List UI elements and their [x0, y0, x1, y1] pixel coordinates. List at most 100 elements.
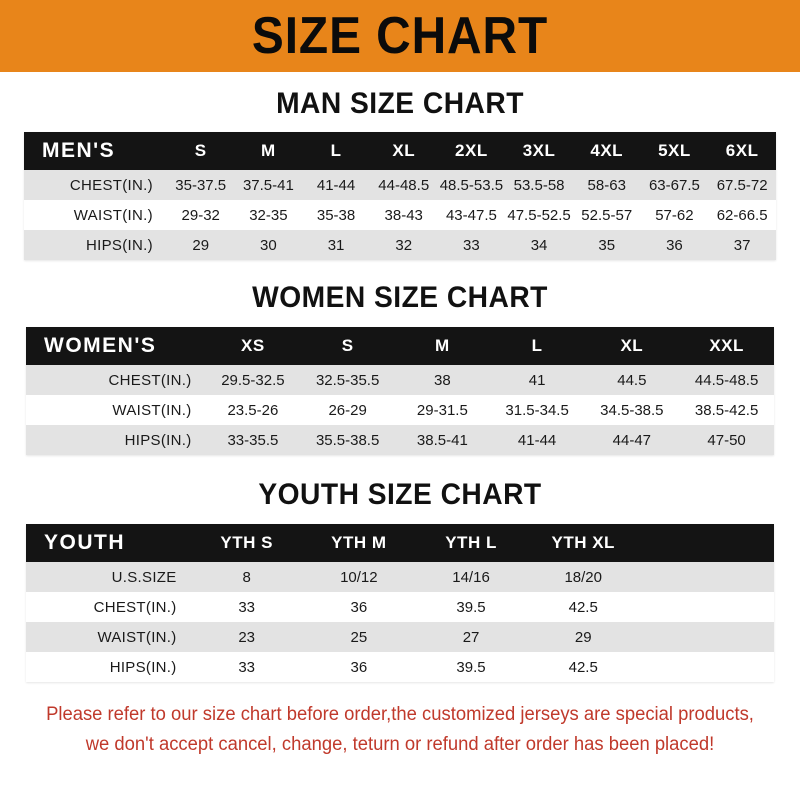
table-row: WAIST(IN.) 23.5-26 26-29 29-31.5 31.5-34.5 34… — [26, 395, 774, 425]
men-column-header: XL — [392, 141, 416, 160]
women-cell: 41 — [528, 371, 546, 389]
women-row-label: HIPS(IN.) — [124, 431, 192, 449]
youth-cell: 29 — [574, 628, 592, 646]
men-column-header: S — [194, 141, 207, 160]
youth-column-header: YTH XL — [551, 533, 615, 552]
youth-cell: 39.5 — [456, 598, 486, 616]
youth-table-wrapper: YOUTH YTH S YTH M YTH L YTH XL U.S.SIZE 8 10/12… — [26, 524, 774, 682]
women-header-label: WOMEN'S — [44, 334, 157, 357]
women-table-wrapper: WOMEN'S XS S M L XL XXL CHEST(IN.) 29.5-32.5 32.5… — [26, 327, 774, 455]
youth-row-label: WAIST(IN.) — [97, 628, 177, 646]
men-cell: 33 — [463, 236, 480, 254]
men-cell: 35-38 — [316, 206, 356, 224]
youth-header-label: YOUTH — [44, 531, 125, 554]
men-header-label: MEN'S — [42, 139, 116, 162]
youth-cell: 36 — [350, 658, 368, 676]
women-row-label: CHEST(IN.) — [108, 371, 192, 389]
women-cell: 33-35.5 — [227, 431, 279, 449]
men-column-header: 2XL — [455, 141, 488, 160]
men-column-header: M — [261, 141, 276, 160]
men-cell: 58-63 — [587, 176, 626, 194]
youth-cell: 18/20 — [564, 568, 602, 586]
men-header-row: MEN'S S M L XL 2XL 3XL 4XL 5XL 6XL — [24, 132, 776, 170]
men-cell: 35-37.5 — [175, 176, 227, 194]
women-cell: 41-44 — [517, 431, 557, 449]
youth-cell: 27 — [462, 628, 480, 646]
table-row: HIPS(IN.) 33 36 39.5 42.5 — [26, 652, 774, 682]
footer-notice: Please refer to our size chart before or… — [27, 700, 774, 760]
men-cell: 63-67.5 — [648, 176, 700, 194]
youth-cell: 42.5 — [568, 658, 598, 676]
youth-row-spacer — [639, 562, 774, 592]
men-cell: 30 — [260, 236, 277, 254]
men-cell: 34 — [530, 236, 548, 254]
men-row-label: HIPS(IN.) — [86, 236, 153, 254]
table-row: WAIST(IN.) 23 25 27 29 — [26, 622, 774, 652]
youth-cell: 25 — [350, 628, 368, 646]
men-cell: 31 — [327, 236, 345, 254]
youth-column-header: YTH L — [445, 533, 497, 552]
women-cell: 35.5-38.5 — [315, 431, 380, 449]
youth-row-spacer — [639, 652, 774, 682]
men-size-table: MEN'S S M L XL 2XL 3XL 4XL 5XL 6XL CHEST(IN.) 35-37… — [24, 132, 776, 260]
men-cell: 35 — [598, 236, 616, 254]
footer-notice-line-1: Please refer to our size chart before or… — [46, 704, 754, 725]
women-cell: 23.5-26 — [227, 401, 279, 419]
page-banner: SIZE CHART — [0, 0, 800, 72]
men-cell: 37 — [733, 236, 751, 254]
women-column-header: S — [341, 336, 354, 355]
women-cell: 47-50 — [707, 431, 746, 449]
youth-cell: 36 — [350, 598, 368, 616]
youth-cell: 10/12 — [340, 568, 378, 586]
men-column-header: 5XL — [658, 141, 691, 160]
youth-column-header: YTH M — [331, 533, 387, 552]
women-row-label: WAIST(IN.) — [112, 401, 192, 419]
table-row: CHEST(IN.) 29.5-32.5 32.5-35.5 38 41 44.5 44.5… — [26, 365, 774, 395]
youth-row-label: U.S.SIZE — [111, 568, 177, 586]
women-cell: 26-29 — [328, 401, 367, 419]
men-cell: 29-32 — [181, 206, 220, 224]
men-cell: 52.5-57 — [581, 206, 633, 224]
youth-row-label: HIPS(IN.) — [109, 658, 177, 676]
women-cell: 44.5 — [617, 371, 647, 389]
men-row-label: WAIST(IN.) — [73, 206, 153, 224]
men-row-label: CHEST(IN.) — [69, 176, 153, 194]
footer-notice-line-2: we don't accept cancel, change, teturn o… — [85, 734, 715, 755]
youth-cell: 8 — [242, 568, 251, 586]
banner-title: SIZE CHART — [251, 7, 549, 65]
youth-size-table: YOUTH YTH S YTH M YTH L YTH XL U.S.SIZE 8 10/12… — [26, 524, 774, 682]
men-cell: 36 — [666, 236, 683, 254]
men-cell: 47.5-52.5 — [507, 206, 571, 224]
women-cell: 44-47 — [612, 431, 652, 449]
women-cell: 31.5-34.5 — [505, 401, 569, 419]
men-cell: 38-43 — [384, 206, 423, 224]
youth-row-spacer — [639, 622, 774, 652]
youth-header-spacer — [639, 524, 774, 562]
men-column-header: 4XL — [590, 141, 624, 160]
men-column-header: 6XL — [725, 141, 759, 160]
youth-cell: 39.5 — [456, 658, 486, 676]
youth-cell: 33 — [238, 658, 255, 676]
women-section-title: WOMEN SIZE CHART — [252, 281, 548, 314]
men-cell: 67.5-72 — [716, 176, 768, 194]
women-cell: 38.5-41 — [416, 431, 468, 449]
women-size-table: WOMEN'S XS S M L XL XXL CHEST(IN.) 29.5-32.5 32.5… — [26, 327, 774, 455]
youth-header-row: YOUTH YTH S YTH M YTH L YTH XL — [26, 524, 774, 562]
women-column-header: M — [435, 336, 450, 355]
men-cell: 37.5-41 — [242, 176, 294, 194]
table-row: CHEST(IN.) 35-37.5 37.5-41 41-44 44-48.5 48.5… — [24, 170, 776, 200]
women-cell: 38.5-42.5 — [694, 401, 759, 419]
women-cell: 44.5-48.5 — [694, 371, 759, 389]
men-cell: 32-35 — [249, 206, 288, 224]
men-cell: 44-48.5 — [378, 176, 430, 194]
youth-section-title: YOUTH SIZE CHART — [258, 478, 542, 511]
men-cell: 43-47.5 — [445, 206, 497, 224]
youth-cell: 33 — [238, 598, 255, 616]
women-column-header: XL — [620, 336, 644, 355]
youth-row-spacer — [639, 592, 774, 622]
men-cell: 53.5-58 — [513, 176, 565, 194]
women-column-header: XS — [241, 336, 265, 355]
youth-cell: 42.5 — [568, 598, 598, 616]
youth-cell: 23 — [238, 628, 255, 646]
